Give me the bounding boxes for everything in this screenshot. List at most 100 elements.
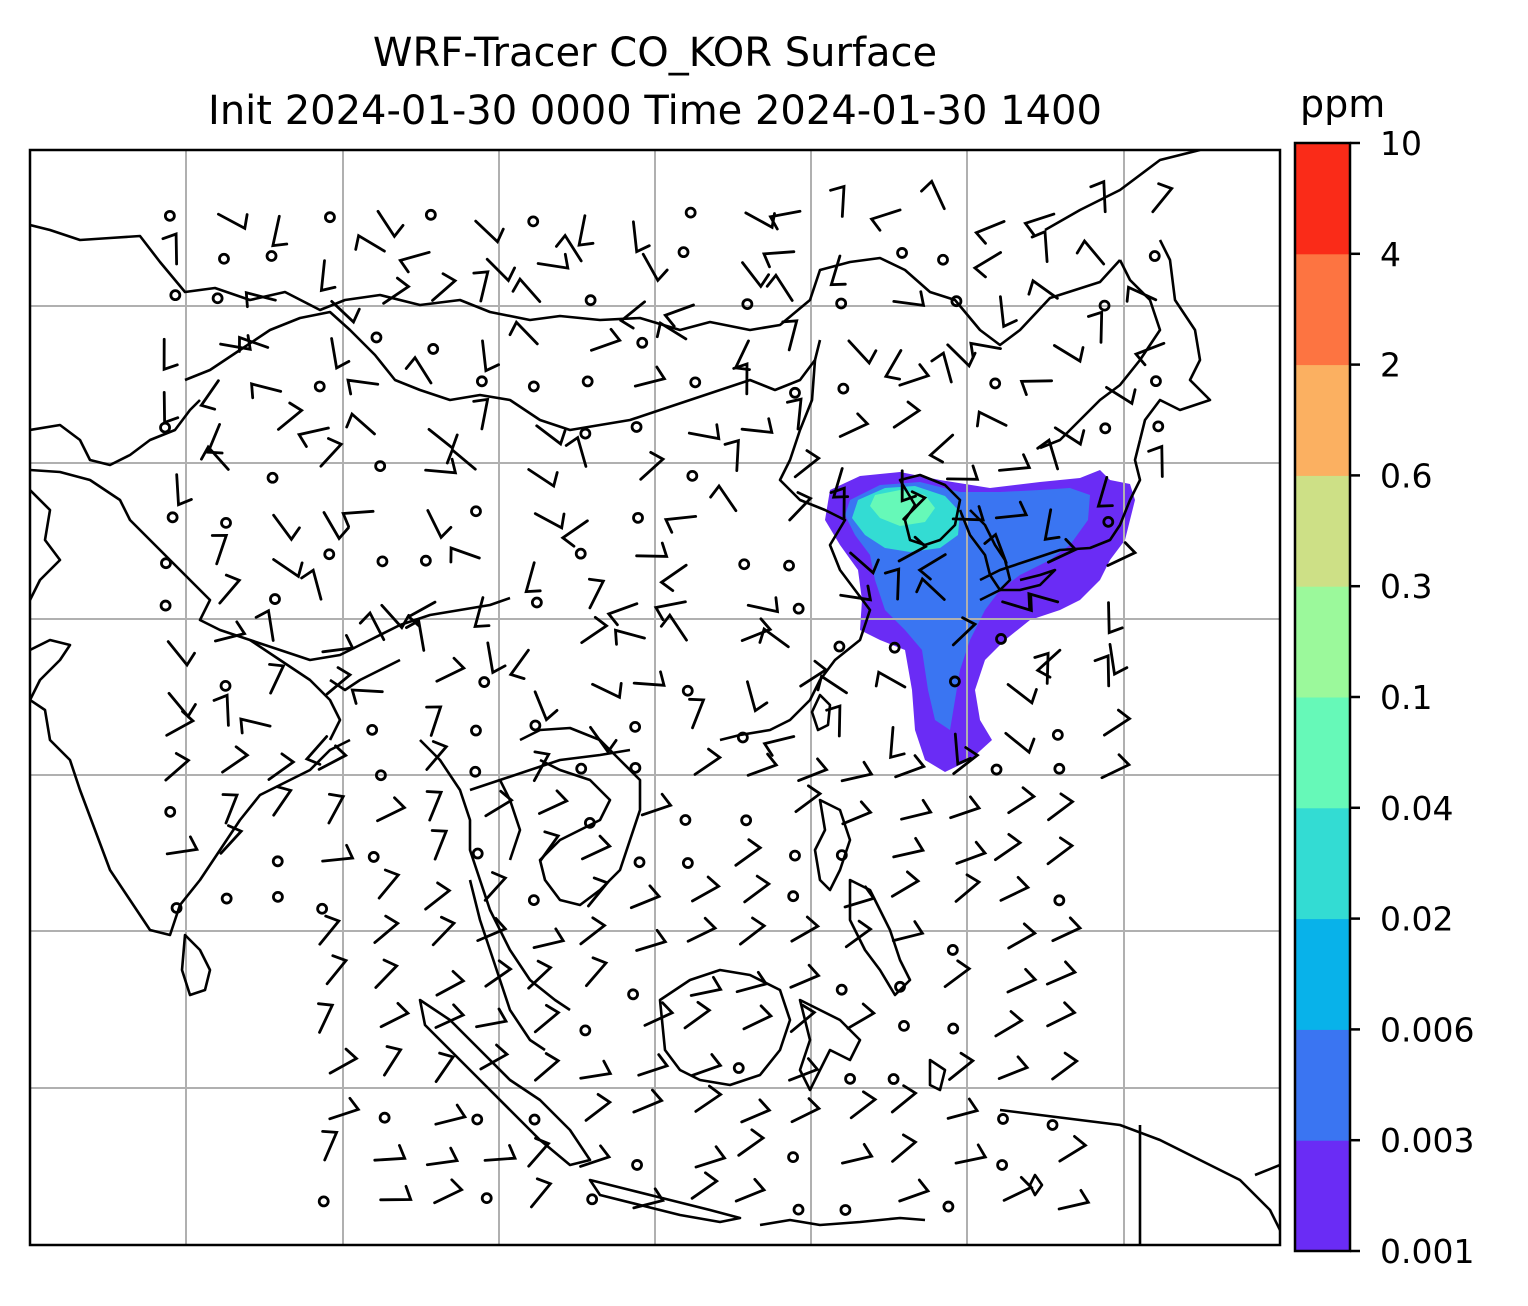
calm-wind-marker — [475, 375, 488, 388]
calm-wind-marker — [736, 731, 749, 744]
calm-wind-marker — [269, 593, 281, 605]
calm-wind-marker — [265, 250, 278, 262]
calm-wind-marker — [469, 765, 482, 778]
calm-wind-marker — [789, 849, 801, 862]
wind-barb — [532, 750, 551, 782]
wind-barb — [580, 616, 609, 644]
wind-barb — [1106, 541, 1138, 567]
calm-wind-marker — [529, 719, 542, 732]
wind-barb — [1002, 1176, 1034, 1202]
wind-barb — [691, 875, 722, 903]
wind-barb — [694, 1084, 724, 1113]
calm-wind-marker — [1152, 420, 1165, 433]
wind-barb — [1057, 1189, 1091, 1211]
wind-barb — [1036, 437, 1059, 471]
wind-barb — [296, 426, 330, 448]
calm-wind-marker — [633, 856, 646, 869]
wind-barb — [239, 717, 272, 735]
wind-barb — [431, 915, 457, 947]
wind-barb — [732, 361, 749, 396]
wind-barb — [472, 397, 490, 431]
wind-barb — [166, 640, 196, 668]
calm-wind-marker — [844, 1072, 856, 1085]
calm-wind-marker — [527, 380, 540, 393]
wind-barb — [591, 682, 623, 700]
calm-wind-marker — [681, 684, 694, 697]
colorbar-block — [1295, 697, 1350, 809]
calm-wind-marker — [424, 208, 437, 221]
wind-barb — [1089, 179, 1107, 214]
colorbar-tick-label: 0.003 — [1380, 1121, 1474, 1160]
wind-barb — [380, 603, 411, 630]
wind-barb — [663, 515, 698, 534]
wind-barb — [632, 1088, 664, 1114]
calm-wind-marker — [323, 548, 336, 561]
wind-barb — [690, 1171, 720, 1200]
wind-barb — [946, 1097, 980, 1120]
wind-barb — [479, 1043, 510, 1071]
wind-barb — [214, 620, 247, 643]
wind-barb — [1007, 922, 1038, 950]
wind-barb — [952, 746, 980, 775]
wind-barb — [890, 1084, 918, 1114]
wind-barb — [788, 1057, 820, 1082]
wind-barb — [902, 490, 928, 521]
calm-wind-marker — [950, 295, 963, 308]
wind-barb — [635, 541, 669, 558]
calm-wind-marker — [681, 857, 694, 869]
wind-barb — [325, 954, 349, 986]
calm-wind-marker — [366, 723, 379, 736]
wind-barb — [426, 509, 453, 540]
calm-wind-marker — [937, 253, 949, 266]
wind-barb — [1035, 648, 1062, 679]
calm-wind-marker — [313, 380, 326, 393]
wind-barb — [659, 612, 688, 642]
wind-barb — [1030, 229, 1049, 263]
wind-barb — [484, 959, 513, 988]
wind-barb — [1051, 1051, 1080, 1081]
wind-barb — [377, 868, 401, 900]
wind-barb — [793, 449, 822, 479]
wind-barb — [687, 423, 721, 441]
figure-title-line1: WRF-Tracer CO_KOR Surface — [372, 30, 938, 76]
wind-barb — [433, 1178, 464, 1205]
wind-barb — [953, 732, 972, 766]
wind-barb — [527, 468, 559, 489]
wind-barb — [843, 885, 876, 909]
calm-wind-marker — [787, 890, 800, 903]
wind-barb — [484, 789, 514, 818]
calm-wind-marker — [835, 983, 848, 996]
wind-barb — [839, 584, 873, 602]
wind-barb — [1105, 386, 1137, 406]
wind-barb — [1087, 310, 1104, 344]
wind-barb — [633, 365, 667, 388]
calm-wind-marker — [677, 246, 690, 259]
wind-barb — [1147, 444, 1164, 478]
wind-barb — [217, 212, 249, 231]
calm-wind-marker — [470, 505, 482, 518]
wind-barb — [328, 1047, 359, 1075]
wind-barb — [341, 509, 375, 528]
calm-wind-marker — [160, 557, 172, 570]
wind-barb — [1046, 1001, 1077, 1028]
wind-barb — [321, 634, 355, 654]
wind-barb — [321, 843, 355, 863]
wind-barb — [686, 916, 718, 943]
wind-barb — [829, 184, 846, 218]
calm-wind-marker — [1051, 728, 1064, 741]
wind-barb — [430, 829, 449, 861]
wind-barb — [1103, 708, 1132, 737]
wind-barb — [485, 257, 516, 283]
wind-barb — [1047, 792, 1075, 822]
calm-wind-marker — [894, 980, 906, 993]
wind-barb — [579, 1059, 613, 1080]
wind-barb — [894, 754, 927, 779]
wind-barb — [709, 483, 738, 513]
wind-barb — [398, 250, 431, 274]
wind-barb — [1023, 212, 1056, 236]
calm-wind-marker — [636, 336, 649, 349]
wind-barb — [272, 785, 293, 817]
wind-barb — [1096, 476, 1114, 508]
wind-barb — [994, 1010, 1024, 1038]
wind-barb — [427, 428, 459, 451]
